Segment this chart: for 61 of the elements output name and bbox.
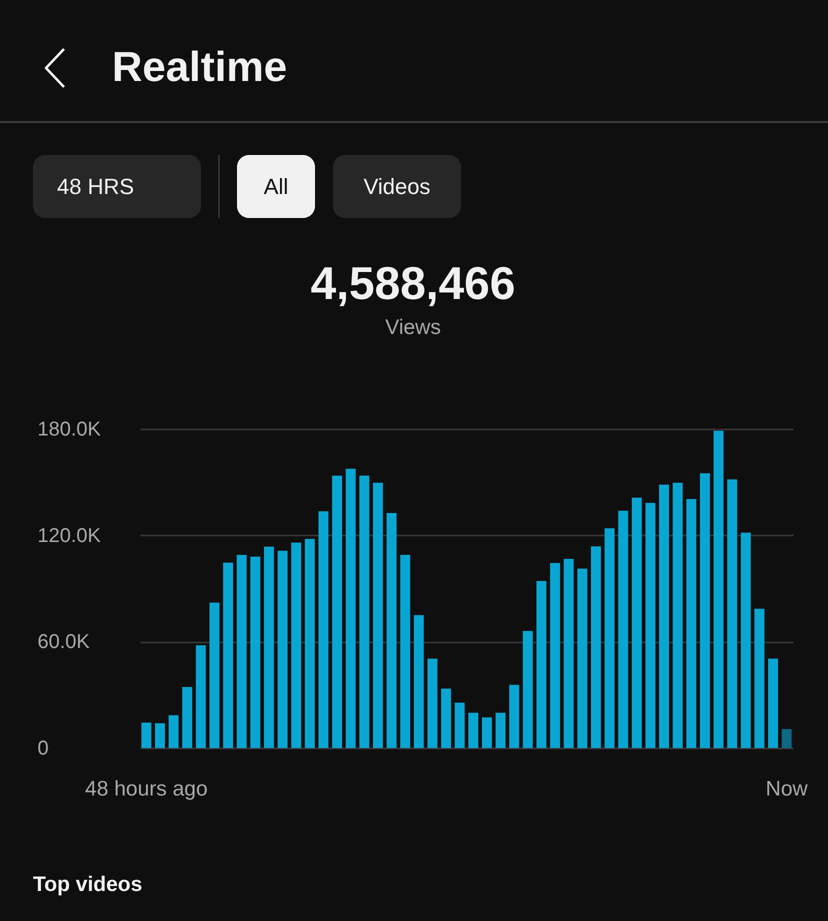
text: Videos xyxy=(364,174,430,199)
bar xyxy=(400,554,410,748)
text: 48 HRS xyxy=(57,174,134,199)
text: Top videos xyxy=(33,873,142,896)
y-tick-label: 180.0K xyxy=(38,418,102,440)
x-tick-label: Now xyxy=(766,778,808,800)
bar xyxy=(236,554,247,748)
bar xyxy=(264,546,274,748)
bar xyxy=(632,498,642,748)
bar xyxy=(536,581,546,748)
bar xyxy=(522,631,533,748)
y-tick-label: 120.0K xyxy=(38,524,102,547)
chart-title: Realtime xyxy=(112,43,288,90)
bar xyxy=(754,608,764,748)
bar xyxy=(468,712,478,748)
bar xyxy=(740,532,751,748)
bar xyxy=(577,568,588,748)
bar xyxy=(727,479,738,748)
bar xyxy=(209,602,220,748)
bar xyxy=(564,558,574,748)
bar xyxy=(372,482,383,748)
bar xyxy=(686,499,696,748)
y-tick-label: 0 xyxy=(38,738,49,760)
bar xyxy=(618,510,628,748)
bar xyxy=(427,658,438,748)
bar xyxy=(645,502,656,748)
bar xyxy=(154,723,165,748)
bar xyxy=(550,562,560,748)
bar xyxy=(141,722,152,748)
bar xyxy=(441,688,452,748)
text: All xyxy=(264,174,288,199)
bar xyxy=(714,430,724,748)
text: 4,588,466 xyxy=(310,257,516,309)
bar xyxy=(454,702,465,748)
bar xyxy=(414,615,424,748)
text: Views xyxy=(385,316,441,339)
y-tick-label: 60.0K xyxy=(38,631,90,654)
bar xyxy=(332,476,342,748)
bar xyxy=(250,556,260,748)
bar xyxy=(496,712,506,748)
bar xyxy=(509,684,520,748)
bar xyxy=(782,729,792,748)
bar xyxy=(659,484,670,748)
bar xyxy=(700,473,710,748)
bar xyxy=(168,715,179,748)
bar xyxy=(291,542,302,748)
bar xyxy=(672,482,683,748)
bar xyxy=(604,528,615,748)
x-tick-label: 48 hours ago xyxy=(85,778,208,800)
bar xyxy=(318,511,328,748)
bar xyxy=(278,550,288,748)
bar xyxy=(182,687,192,748)
bar xyxy=(346,468,356,748)
bar xyxy=(482,717,492,748)
bar xyxy=(223,562,234,748)
bar xyxy=(768,658,778,748)
bar xyxy=(359,476,370,748)
bar xyxy=(386,513,397,748)
bar xyxy=(304,538,315,748)
bar xyxy=(196,645,206,748)
bar xyxy=(590,546,601,748)
